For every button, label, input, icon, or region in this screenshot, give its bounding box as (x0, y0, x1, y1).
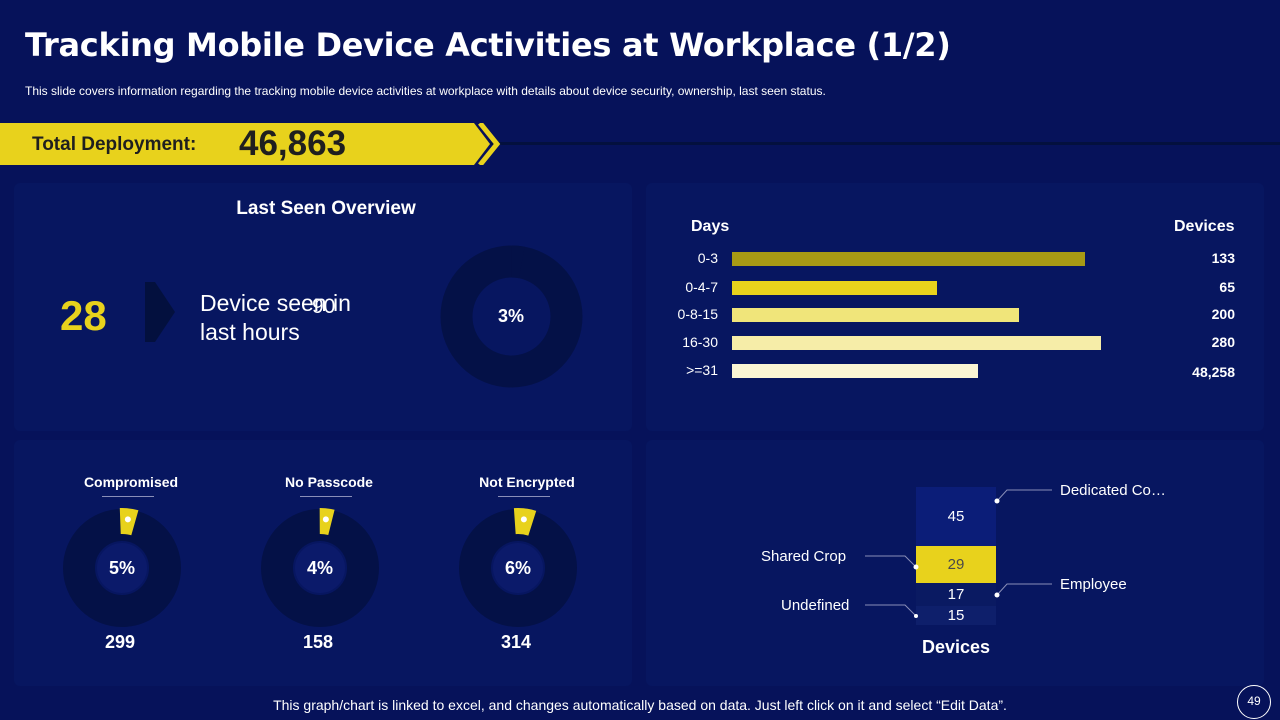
days-value: 48,258 (1192, 364, 1235, 380)
leader-employee (996, 583, 1052, 596)
last-seen-overlap-number: 90 (312, 295, 336, 318)
last-seen-donut (440, 245, 583, 388)
last-seen-text: Device seen in last hours (200, 289, 400, 347)
last-seen-text-line1: Device seen in (200, 290, 351, 316)
donut-hole (295, 543, 345, 593)
security-percent: 4% (306, 558, 333, 578)
days-bar (732, 281, 937, 295)
last-seen-text-line2: last hours (200, 319, 300, 345)
leader-dot-employee (994, 592, 1000, 598)
days-label: >=31 (686, 362, 718, 378)
days-label: 16-30 (682, 334, 718, 350)
donut-hole (493, 543, 543, 593)
donut-slice (511, 245, 525, 279)
donut-marker (124, 516, 131, 523)
slide-title: Tracking Mobile Device Activities at Wor… (25, 26, 951, 64)
days-value: 200 (1211, 306, 1235, 322)
days-bar (732, 308, 1019, 322)
security-count: 158 (302, 632, 334, 652)
stack-value: 29 (947, 555, 965, 573)
security-percent: 6% (504, 558, 531, 578)
stack-segment (916, 487, 996, 546)
leader-dot-undefined (914, 614, 918, 618)
page-number: 49 (1237, 685, 1271, 719)
security-divider (300, 496, 352, 497)
security-percent: 5% (108, 558, 135, 578)
days-value: 133 (1211, 250, 1235, 266)
donut-marker (322, 516, 329, 523)
security-donut (459, 508, 577, 627)
stack-segment (916, 606, 996, 625)
last-seen-count: 28 (60, 292, 107, 339)
security-label: Compromised (83, 474, 179, 490)
leader-dot-dedicated (994, 498, 1000, 504)
last-seen-percent: 3% (497, 306, 524, 326)
ownership-leader-lines (865, 489, 1052, 618)
label-shared: Shared Crop (761, 548, 847, 565)
label-employee: Employee (1060, 576, 1127, 593)
label-dedicated: Dedicated Co… (1060, 482, 1166, 499)
days-bar (732, 364, 978, 378)
slide-subtitle: This slide covers information regarding … (25, 84, 826, 98)
last-seen-panel (14, 183, 632, 431)
leader-shared (865, 555, 917, 568)
stack-value: 45 (947, 507, 965, 525)
security-divider (498, 496, 550, 497)
security-label: Not Encrypted (479, 474, 575, 490)
security-donut (261, 508, 379, 627)
security-donut (63, 508, 181, 627)
security-label: No Passcode (285, 474, 373, 490)
deployment-value: 46,863 (239, 124, 347, 163)
days-panel (646, 183, 1264, 431)
days-value: 65 (1219, 279, 1235, 295)
stack-segment (916, 546, 996, 583)
devices-header: Devices (1174, 218, 1235, 235)
chevron-right-icon (145, 282, 175, 342)
stack-value: 17 (947, 585, 965, 603)
security-count: 314 (500, 632, 532, 652)
label-undefined: Undefined (781, 597, 850, 614)
security-divider (102, 496, 154, 497)
leader-dedicated (996, 489, 1052, 502)
days-bar (732, 252, 1085, 266)
days-value: 280 (1211, 334, 1235, 350)
days-label: 0-4-7 (685, 279, 718, 295)
deployment-label: Total Deployment: (32, 134, 197, 155)
deployment-banner (0, 123, 501, 165)
leader-undefined (865, 604, 917, 617)
security-count: 299 (104, 632, 136, 652)
donut-marker (520, 516, 527, 523)
footer-note: This graph/chart is linked to excel, and… (273, 697, 1007, 713)
stack-value: 15 (947, 606, 965, 624)
leader-dot-shared (913, 564, 919, 570)
days-header: Days (691, 218, 730, 235)
days-bar (732, 336, 1101, 350)
days-label: 0-8-15 (677, 306, 718, 322)
last-seen-title: Last Seen Overview (236, 198, 416, 219)
donut-hole (97, 543, 147, 593)
ownership-axis-label: Devices (921, 637, 991, 657)
days-label: 0-3 (697, 250, 718, 266)
deployment-divider (490, 142, 1280, 145)
stack-segment (916, 583, 996, 606)
